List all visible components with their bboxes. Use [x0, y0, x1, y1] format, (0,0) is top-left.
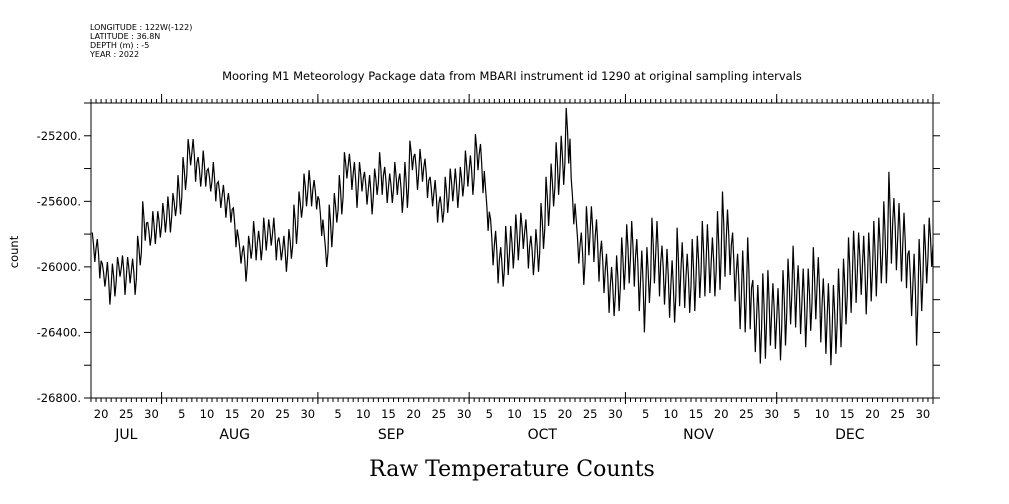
x-tick-label: 5	[334, 407, 341, 421]
x-tick-label: 10	[356, 407, 371, 421]
series-group	[91, 107, 934, 366]
x-tick-label: 20	[250, 407, 265, 421]
x-tick-label: 15	[225, 407, 240, 421]
x-tick-label: 15	[689, 407, 704, 421]
x-tick-label: 15	[840, 407, 855, 421]
y-tick-label: -25600.	[37, 194, 81, 208]
x-tick-label: 10	[664, 407, 679, 421]
x-tick-label: 10	[507, 407, 522, 421]
chart-title: Mooring M1 Meteorology Package data from…	[222, 69, 802, 83]
axes: -25200. -25600. -26000. -26400. -26800. 20 25 3…	[37, 94, 940, 443]
x-tick-label: 30	[916, 407, 931, 421]
x-tick-label: 15	[381, 407, 396, 421]
x-month-label: AUG	[219, 427, 250, 443]
x-month-label: JUL	[114, 427, 137, 443]
y-tick-label: -26800.	[37, 391, 81, 405]
x-tick-label: 25	[583, 407, 598, 421]
x-tick-label: 25	[739, 407, 754, 421]
y-axis-label: count	[7, 235, 21, 268]
x-month-label: NOV	[683, 427, 714, 443]
x-tick-label: 10	[815, 407, 830, 421]
x-tick-label: 20	[714, 407, 729, 421]
x-axis-title: Raw Temperature Counts	[369, 457, 655, 482]
x-tick-label: 30	[608, 407, 623, 421]
header-latitude: LATITUDE : 36.8N	[90, 32, 160, 41]
x-tick-label: 20	[865, 407, 880, 421]
x-month-label: SEP	[378, 427, 404, 443]
x-tick-label: 5	[642, 407, 649, 421]
x-tick-label: 10	[200, 407, 215, 421]
header-longitude: LONGITUDE : 122W(-122)	[90, 23, 192, 32]
x-tick-label: 30	[144, 407, 159, 421]
x-tick-label: 30	[300, 407, 315, 421]
x-tick-label: 30	[457, 407, 472, 421]
x-tick-label: 25	[119, 407, 134, 421]
x-tick-label: 25	[890, 407, 905, 421]
x-tick-label: 5	[793, 407, 800, 421]
y-tick-label: -26000.	[37, 260, 81, 274]
x-tick-label: 25	[432, 407, 447, 421]
x-tick-label: 5	[178, 407, 185, 421]
header-info: LONGITUDE : 122W(-122) LATITUDE : 36.8N …	[89, 23, 192, 59]
header-year: YEAR : 2022	[89, 50, 139, 59]
x-tick-label: 30	[764, 407, 779, 421]
x-tick-label: 20	[558, 407, 573, 421]
x-tick-label: 5	[486, 407, 493, 421]
series-line-count	[91, 107, 934, 366]
x-month-label: OCT	[528, 427, 558, 443]
header-depth: DEPTH (m) : -5	[90, 41, 149, 50]
y-tick-label: -25200.	[37, 129, 81, 143]
y-tick-label: -26400.	[37, 325, 81, 339]
x-tick-label: 20	[94, 407, 109, 421]
x-tick-label: 20	[406, 407, 421, 421]
x-tick-label: 15	[532, 407, 547, 421]
x-tick-label: 25	[275, 407, 290, 421]
x-month-label: DEC	[835, 427, 865, 443]
